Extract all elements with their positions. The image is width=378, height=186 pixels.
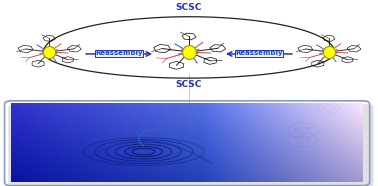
FancyBboxPatch shape <box>8 104 373 186</box>
Text: SCSC: SCSC <box>176 3 202 12</box>
Point <box>46 51 52 54</box>
Text: Reassembly: Reassembly <box>235 50 283 56</box>
Text: SCSC: SCSC <box>176 80 202 89</box>
Point <box>186 51 192 54</box>
Point <box>326 51 332 54</box>
Text: Reassembly: Reassembly <box>95 50 143 56</box>
